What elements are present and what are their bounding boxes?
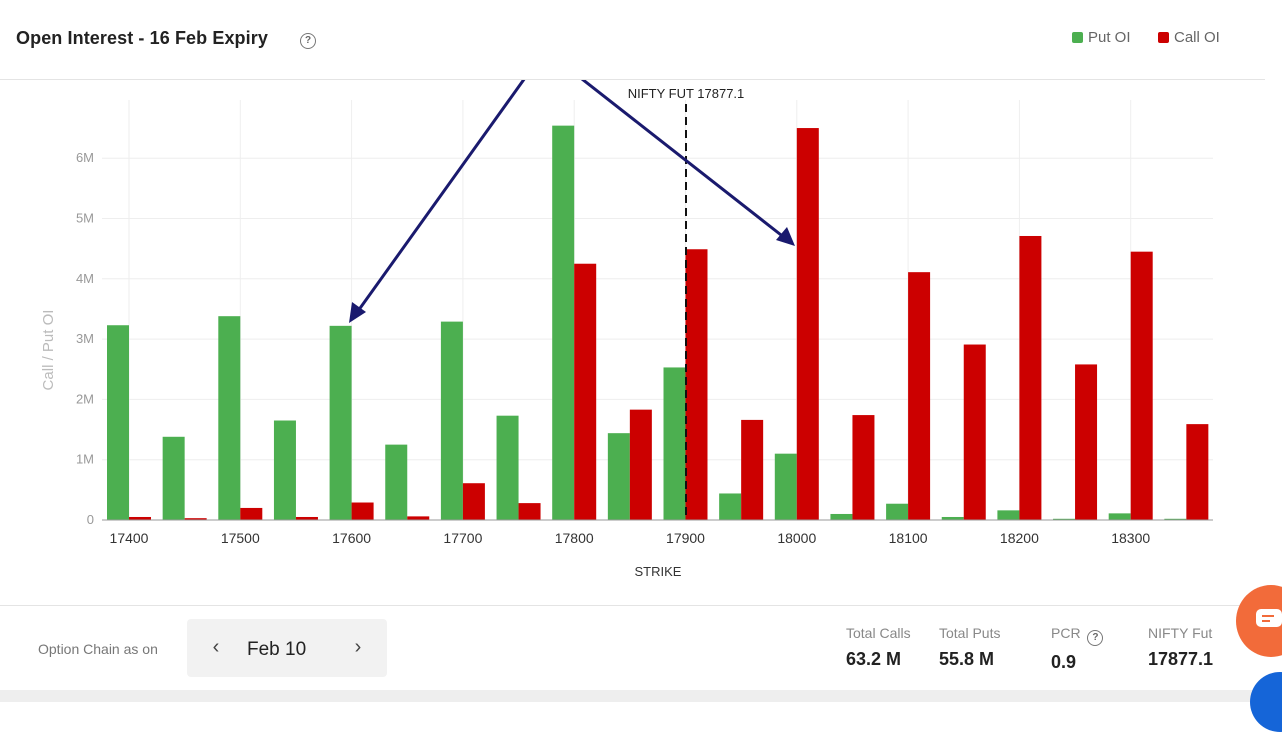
put-oi-bar	[607, 433, 630, 520]
reference-line-label: NIFTY FUT 17877.1	[628, 86, 745, 101]
help-icon[interactable]: ?	[300, 33, 316, 49]
selected-date: Feb 10	[247, 639, 307, 660]
call-oi-bar	[462, 483, 485, 520]
stat-label: NIFTY Fut	[1148, 625, 1213, 641]
put-oi-bar	[218, 316, 241, 520]
y-tick-label: 6M	[76, 150, 94, 165]
call-oi-bar	[1186, 424, 1209, 520]
call-oi-bar	[351, 502, 374, 520]
stat-label: Total Puts	[939, 625, 1001, 641]
call-oi-bar	[796, 128, 819, 521]
put-oi-bar	[385, 444, 408, 520]
call-oi-bar	[574, 263, 597, 520]
call-oi-bar	[629, 409, 652, 520]
call-oi-bar	[184, 518, 207, 520]
x-tick-label: 18000	[777, 530, 816, 546]
legend-call-oi[interactable]: Call OI	[1158, 29, 1220, 46]
call-oi-bar	[240, 507, 263, 520]
stat-label: PCR ?	[1051, 625, 1104, 646]
card-footer: Option Chain as on ‹ Feb 10 › Total Call…	[0, 605, 1265, 691]
x-tick-label: 18200	[1000, 530, 1039, 546]
x-tick-label: 17400	[110, 530, 149, 546]
put-oi-bar	[1108, 513, 1131, 520]
put-oi-bar	[719, 493, 742, 520]
stat-label-text: PCR	[1051, 625, 1081, 641]
put-oi-bar	[440, 321, 463, 520]
page-title: Open Interest - 16 Feb Expiry	[16, 28, 268, 48]
y-tick-label: 4M	[76, 271, 94, 286]
y-tick-label: 3M	[76, 331, 94, 346]
open-interest-chart: 0 1M 2M 3M 4M 5M 6M Call / Put OI 17400 17500 1760…	[40, 80, 1213, 579]
y-axis-label: Call / Put OI	[40, 310, 57, 391]
y-tick-label: 0	[87, 512, 94, 527]
put-oi-bar	[273, 420, 296, 520]
call-oi-bar	[407, 516, 430, 520]
legend-put-oi[interactable]: Put OI	[1072, 29, 1131, 46]
stat-value: 55.8 M	[939, 649, 995, 669]
y-tick-label: 2M	[76, 391, 94, 406]
put-oi-bar	[997, 510, 1020, 520]
x-tick-label: 17800	[555, 530, 594, 546]
call-oi-bar	[129, 516, 151, 520]
stat-pcr: PCR ? 0.9	[1051, 625, 1104, 673]
stat-value: 0.9	[1051, 652, 1077, 672]
annotation-arrowhead-left	[349, 302, 366, 323]
call-oi-bar	[852, 415, 875, 520]
call-oi-bar	[1075, 364, 1098, 520]
put-oi-bar	[886, 503, 909, 520]
put-oi-bar	[496, 415, 519, 520]
open-interest-card: Open Interest - 16 Feb Expiry ? Put OI C…	[0, 0, 1265, 691]
put-oi-bar	[1164, 518, 1187, 520]
stat-value: 63.2 M	[846, 649, 902, 669]
option-chain-label: Option Chain as on	[38, 641, 158, 657]
x-tick-label: 17900	[666, 530, 705, 546]
put-oi-bar	[107, 325, 129, 520]
put-oi-bar	[552, 125, 575, 520]
annotation-arrowhead-right	[776, 227, 795, 246]
legend-call-label: Call OI	[1174, 29, 1220, 46]
stat-total-calls: Total Calls 63.2 M	[846, 625, 911, 670]
x-tick-label: 17700	[443, 530, 482, 546]
chevron-right-icon[interactable]: ›	[354, 636, 362, 658]
pcr-help-icon[interactable]: ?	[1087, 630, 1104, 646]
call-oi-bar	[908, 272, 931, 520]
x-tick-label: 17600	[332, 530, 371, 546]
call-oi-bar	[963, 344, 986, 520]
stat-value: 17877.1	[1148, 649, 1214, 669]
chat-icon	[1256, 609, 1282, 627]
stat-nifty-fut: NIFTY Fut 17877.1	[1148, 625, 1213, 670]
stat-total-puts: Total Puts 55.8 M	[939, 625, 1000, 670]
stat-label: Total Calls	[846, 625, 911, 641]
put-oi-bar	[1053, 518, 1076, 520]
legend-put-swatch	[1072, 32, 1083, 43]
put-oi-bar	[162, 436, 185, 520]
put-oi-bar	[774, 453, 797, 520]
put-oi-bar	[663, 367, 686, 520]
chevron-left-icon[interactable]: ‹	[212, 636, 220, 658]
bottom-strip	[0, 690, 1282, 702]
call-oi-bar	[1019, 235, 1042, 520]
date-selector: ‹ Feb 10 ›	[187, 619, 387, 677]
x-axis-label: STRIKE	[635, 564, 682, 579]
call-oi-bar	[741, 419, 764, 520]
y-tick-label: 1M	[76, 452, 94, 467]
call-oi-bar	[518, 503, 541, 520]
annotation-arrow-lines	[351, 80, 791, 319]
legend-put-label: Put OI	[1088, 29, 1131, 46]
x-tick-label: 18300	[1111, 530, 1150, 546]
y-tick-label: 5M	[76, 211, 94, 226]
chat-button[interactable]	[1236, 585, 1282, 657]
card-header: Open Interest - 16 Feb Expiry ? Put OI C…	[0, 0, 1265, 80]
x-tick-label: 18100	[889, 530, 928, 546]
call-oi-bar	[295, 516, 318, 520]
x-tick-label: 17500	[221, 530, 260, 546]
put-oi-bar	[830, 513, 853, 520]
put-oi-bar	[329, 325, 352, 520]
legend-call-swatch	[1158, 32, 1169, 43]
put-oi-bar	[941, 516, 964, 520]
call-oi-bar	[685, 249, 708, 521]
call-oi-bar	[1130, 251, 1153, 521]
